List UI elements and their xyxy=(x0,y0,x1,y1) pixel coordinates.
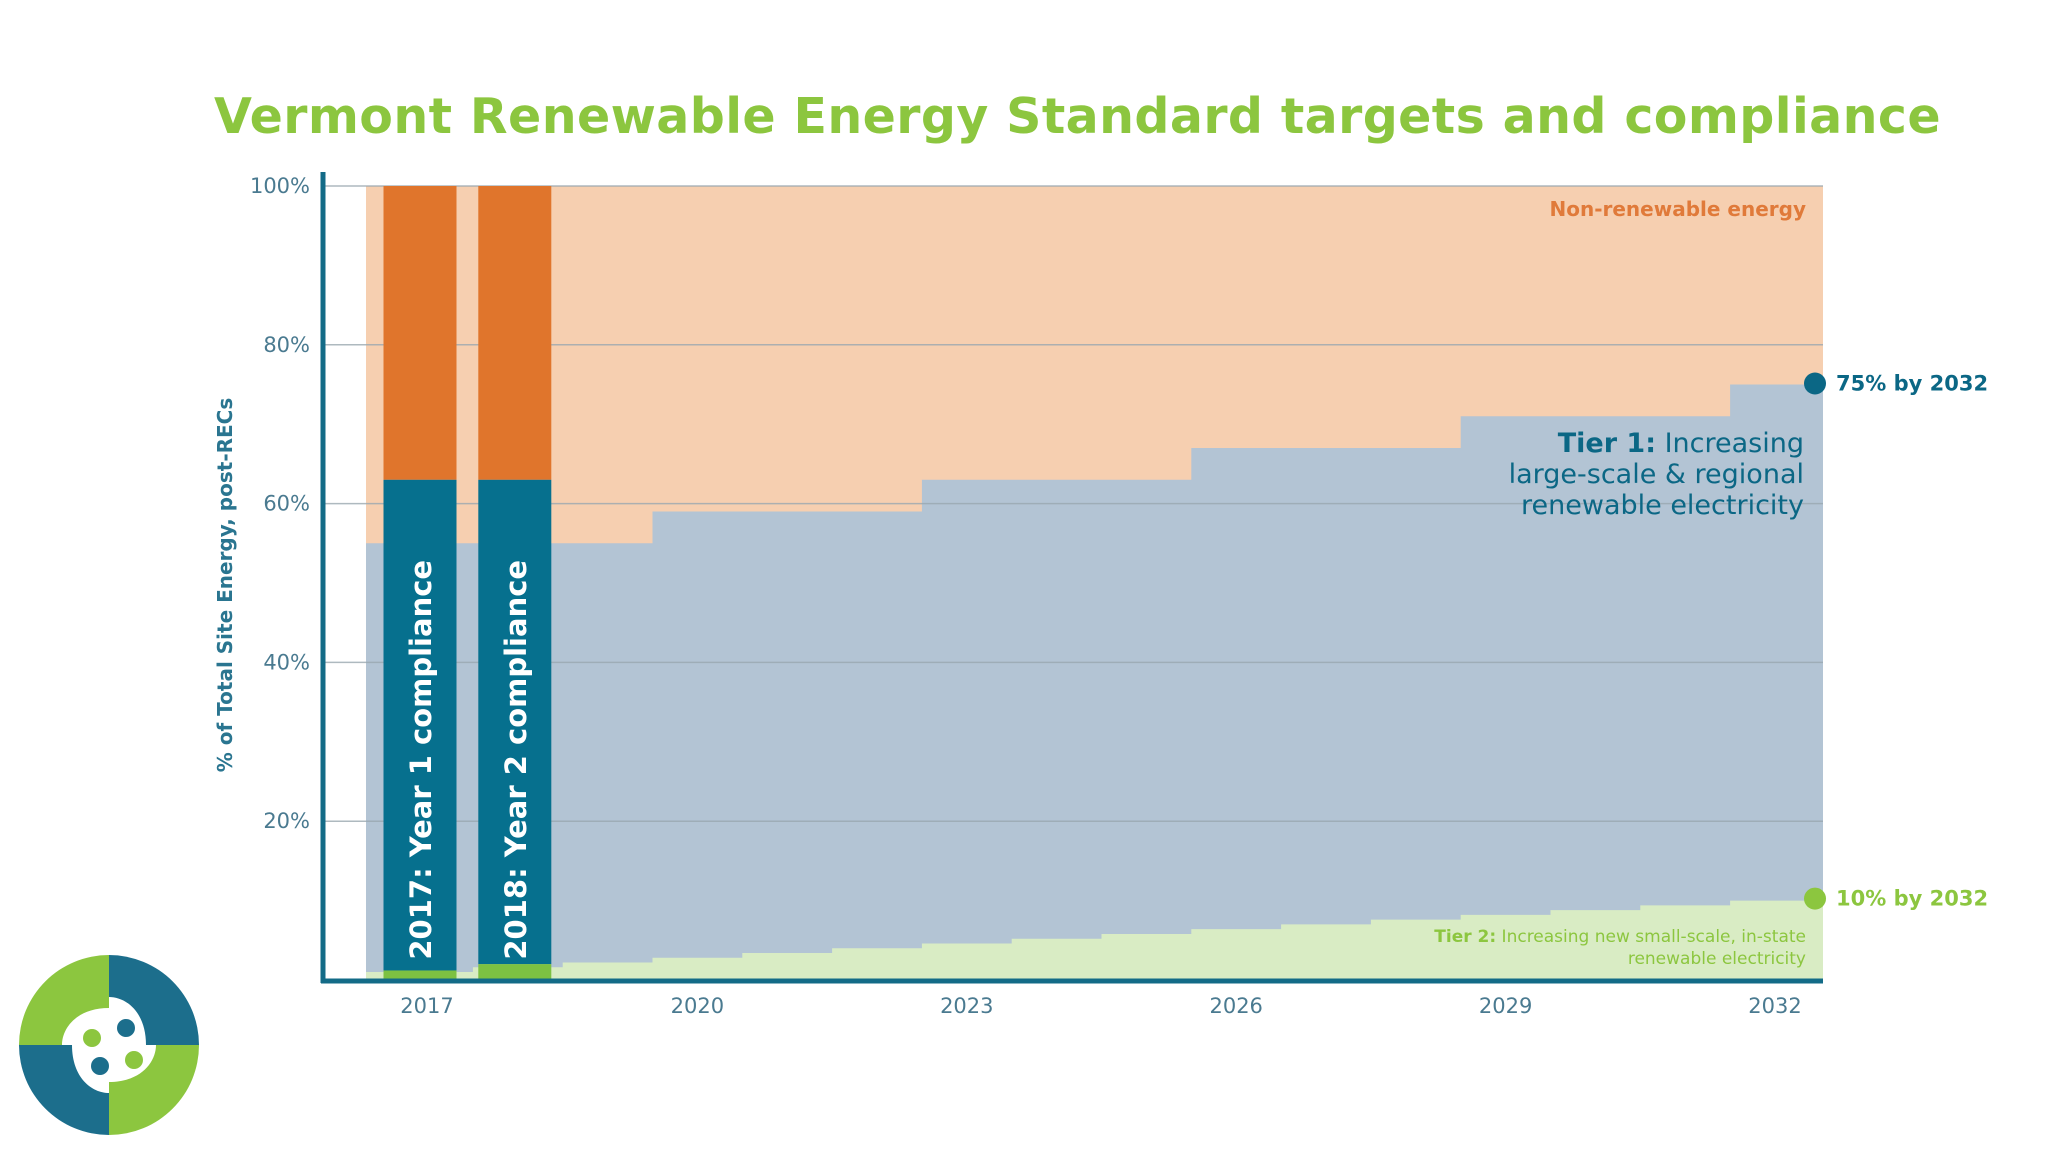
y-tick-label: 40% xyxy=(263,650,310,674)
y-axis-label: % of Total Site Energy, post-RECs xyxy=(213,398,237,773)
bar-nonrenewable-segment xyxy=(478,186,552,480)
tier2-area xyxy=(366,900,1823,980)
bar-tier1-segment xyxy=(383,479,457,971)
bar-tier2-segment xyxy=(478,964,552,980)
bar-label: 2018: Year 2 compliance xyxy=(499,560,533,960)
target-75-label: 75% by 2032 xyxy=(1836,372,1988,396)
x-tick-label: 2026 xyxy=(1209,994,1262,1018)
target-10-marker xyxy=(1804,887,1826,910)
annotations: % of Total Site Energy, post-RECs Non-re… xyxy=(213,197,1988,969)
tick-labels: 20% 40% 60% 80% 100% 2017 2020 2023 2026 2029 2032 xyxy=(250,174,1802,1018)
y-tick-label: 60% xyxy=(263,492,310,516)
non-renewable-label: Non-renewable energy xyxy=(1549,197,1806,221)
axes xyxy=(320,172,1823,984)
gridlines xyxy=(323,185,1823,822)
x-tick-label: 2023 xyxy=(940,994,993,1018)
tier2-bold: Tier 2: xyxy=(1434,927,1496,947)
tier1-line1-rest: Increasing xyxy=(1656,428,1804,459)
tier1-label-line1: Tier 1: Increasing xyxy=(1558,428,1804,459)
y-tick-label: 80% xyxy=(263,333,310,357)
x-tick-label: 2017 xyxy=(400,994,453,1018)
tier1-area xyxy=(366,384,1823,980)
bar-tier2-segment xyxy=(383,970,457,980)
bar-label: 2017: Year 1 compliance xyxy=(404,560,438,960)
chart-title: Vermont Renewable Energy Standard target… xyxy=(214,88,1941,145)
x-tick-label: 2020 xyxy=(671,994,724,1018)
tier2-label-line2: renewable electricity xyxy=(1628,949,1806,969)
x-tick-label: 2032 xyxy=(1748,994,1801,1018)
logo xyxy=(19,955,199,1135)
tier2-label-line1: Tier 2: Increasing new small-scale, in-s… xyxy=(1434,927,1806,947)
bar-tier1-segment xyxy=(478,479,552,965)
x-tick-label: 2029 xyxy=(1479,994,1532,1018)
target-75-marker xyxy=(1804,372,1826,395)
tier1-bold: Tier 1: xyxy=(1558,428,1656,459)
tier1-label-line2: large-scale & regional xyxy=(1509,459,1804,490)
y-tick-label: 100% xyxy=(250,174,310,198)
compliance-bars: 2017: Year 1 compliance 2018: Year 2 comp… xyxy=(383,186,552,980)
area-layer xyxy=(366,186,1823,980)
y-tick-label: 20% xyxy=(263,809,310,833)
tier1-label-line3: renewable electricity xyxy=(1521,490,1804,521)
tier2-line1-rest: Increasing new small-scale, in-state xyxy=(1496,927,1806,947)
bar-nonrenewable-segment xyxy=(383,186,457,480)
target-10-label: 10% by 2032 xyxy=(1836,887,1988,911)
